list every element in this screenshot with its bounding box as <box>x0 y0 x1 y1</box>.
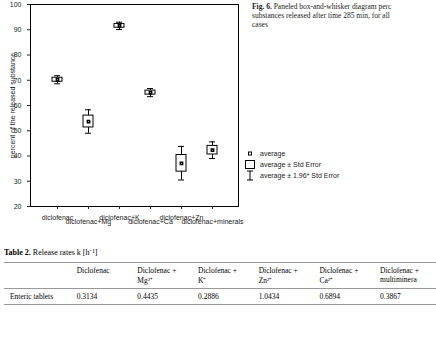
svg-text:50: 50 <box>13 127 22 134</box>
html-text:cases: cases <box>252 20 268 29</box>
html-text:average: average <box>260 150 286 157</box>
svg-text:40: 40 <box>13 152 22 160</box>
html-text:average ± 1.96* Std Error: average ± 1.96* Std Error <box>260 172 340 179</box>
html-text:0.6894: 0.6894 <box>319 292 340 301</box>
html-text:Diclofenac: Diclofenac <box>76 266 110 275</box>
html-text:Table 2. Release rates k [h⁻¹]: Table 2. Release rates k [h⁻¹] <box>4 248 98 257</box>
html-text:0.3134: 0.3134 <box>76 292 98 301</box>
html-text:Diclofenac + Mg²⁺: Diclofenac + Mg²⁺ <box>137 266 177 285</box>
svg-text:diclofenac: diclofenac <box>41 214 74 222</box>
svg-text:diclofenac+Mg: diclofenac+Mg <box>66 218 111 226</box>
svg-text:30: 30 <box>14 177 22 184</box>
svg-text:diclofenac+Ca: diclofenac+Ca <box>128 218 173 225</box>
svg-text:diclofenac+minerals: diclofenac+minerals <box>181 218 244 225</box>
html-text:0.3867: 0.3867 <box>380 292 401 301</box>
html-text:Diclofenac + K⁺: Diclofenac + K⁺ <box>198 266 237 285</box>
svg-text:20: 20 <box>14 203 22 210</box>
html-text:Diclofenac + Ca²⁺: Diclofenac + Ca²⁺ <box>319 266 359 285</box>
svg-text:70: 70 <box>13 76 22 84</box>
html-text:Enteric tablets: Enteric tablets <box>10 292 54 301</box>
svg-text:percent of the released substa: percent of the released substance <box>9 53 17 159</box>
html-text:0.2886: 0.2886 <box>198 292 219 301</box>
html-text:1.0434: 1.0434 <box>258 292 280 301</box>
html-text:Diclofenac + multiminera: Diclofenac + multiminera <box>380 266 420 284</box>
svg-text:60: 60 <box>13 101 22 109</box>
html-text:Diclofenac + Zn²⁺: Diclofenac + Zn²⁺ <box>258 266 298 285</box>
html-text:0.4435: 0.4435 <box>137 292 158 301</box>
svg-text:80: 80 <box>13 51 22 59</box>
html-text:substances released after time: substances released after time 285 min, … <box>252 11 390 20</box>
html-text:average ± Std Error: average ± Std Error <box>260 161 321 168</box>
html-text:Fig. 6. Paneled box-and-whiske: Fig. 6. Paneled box-and-whisker diagram … <box>252 2 392 11</box>
svg-text:90: 90 <box>14 26 22 33</box>
svg-text:100: 100 <box>10 1 22 8</box>
